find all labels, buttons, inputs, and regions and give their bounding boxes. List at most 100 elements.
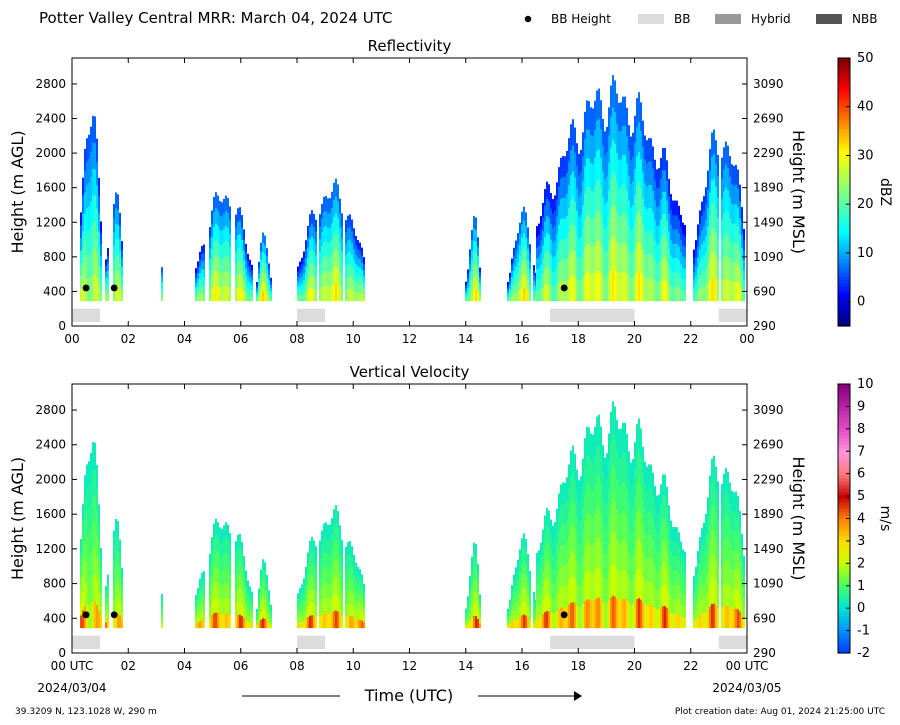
bb-height-point [110,284,118,292]
legend-label: BB Height [551,12,611,26]
bb-period-bar [297,635,326,649]
x-tick-label: 00 [739,332,754,346]
echo-region [297,505,365,629]
x-tick-label: 22 [683,659,698,673]
panel-title: Vertical Velocity [350,363,470,381]
y-tick-label: 2400 [35,112,66,126]
colorbar-frame [837,57,851,327]
bb-height-point [110,611,118,619]
echo-region [105,192,123,302]
x-tick-label: 06 [233,332,248,346]
bb-period-bar [72,308,101,322]
y-tick-label: 1200 [35,542,66,556]
y-tick-right-label: 1890 [753,507,784,521]
echo-region [161,593,163,629]
y-tick-label: 2000 [35,472,66,486]
bb-period-bar [550,308,635,322]
y-axis-right-label: Height (m MSL) [789,456,808,580]
x-tick-label: 20 [627,332,642,346]
y-axis-label: Height (m AGL) [8,457,27,580]
legend-swatch [816,14,842,24]
colorbar-tick-label: 7 [857,444,865,459]
y-tick-right-label: 2690 [753,438,784,452]
echo-region [80,115,102,302]
y-tick-right-label: 2290 [753,472,784,486]
x-tick-label: 06 [233,659,248,673]
colorbar-tick-label: -1 [857,624,870,639]
x-tick-label: 18 [571,659,586,673]
y-tick-label: 1600 [35,507,66,521]
y-tick-label: 0 [58,646,66,660]
x-tick-label: 08 [289,659,304,673]
y-tick-label: 800 [43,577,66,591]
echo-region [161,267,163,302]
colorbar-tick-label: 10 [857,246,874,261]
x-tick-label: 00 UTC [51,659,94,673]
echo-region [536,75,686,302]
echo-region [465,216,481,302]
panel-title: Reflectivity [368,37,452,55]
y-tick-right-label: 2290 [753,146,784,160]
echo-region [507,533,537,629]
echo-region [256,559,272,629]
x-tick-label: 08 [289,332,304,346]
bb-height-point [82,611,90,619]
y-tick-label: 2800 [35,77,66,91]
legend-item-bb-height: BB Height [524,12,611,26]
echo-region [507,206,537,302]
bb-period-bar [550,635,635,649]
colorbar-tick-label: 9 [857,399,865,414]
x-tick-label: 04 [177,659,192,673]
y-tick-right-label: 690 [753,611,776,625]
echo-region [80,442,102,629]
echo-field [80,401,745,629]
y-tick-right-label: 690 [753,284,776,298]
legend-swatch [715,14,741,24]
end-date-label: 2024/03/05 [712,681,781,695]
bb-period-bar [718,635,747,649]
x-tick-label: 02 [121,332,136,346]
time-arrow-head [574,691,582,701]
echo-region [465,542,481,629]
colorbar: -2 -1 0 1 2 3 4 5 6 7 8 9 10 m/s [837,377,893,661]
colorbar-tick-label: 30 [857,148,874,163]
y-tick-right-label: 2690 [753,112,784,126]
legend-label: Hybrid [751,12,791,26]
y-tick-label: 400 [43,611,66,625]
echo-region [195,192,253,302]
y-tick-label: 1600 [35,181,66,195]
echo-region [297,178,365,302]
y-axis-label: Height (m AGL) [8,130,27,253]
x-tick-label: 16 [514,659,529,673]
x-tick-label: 18 [571,332,586,346]
x-axis-label: Time (UTC) [364,686,453,705]
y-tick-right-label: 3090 [753,77,784,91]
x-tick-label: 14 [458,332,473,346]
x-tick-label: 14 [458,659,473,673]
legend-swatch [638,14,664,24]
colorbar-tick-label: 4 [857,512,865,527]
bb-height-point [560,611,568,619]
x-tick-label: 22 [683,332,698,346]
colorbar-tick-label: -2 [857,646,870,661]
colorbar-tick-label: 50 [857,51,874,66]
colorbar-tick-label: 8 [857,422,865,437]
footer-creation-date: Plot creation date: Aug 01, 2024 21:25:0… [675,707,885,717]
colorbar-tick-label: 0 [857,601,865,616]
y-tick-right-label: 1490 [753,542,784,556]
y-tick-right-label: 1090 [753,250,784,264]
y-tick-right-label: 290 [753,319,776,333]
y-tick-right-label: 290 [753,646,776,660]
x-tick-label: 00 UTC [726,659,769,673]
x-tick-label: 16 [514,332,529,346]
x-tick-label: 10 [346,332,361,346]
y-tick-label: 400 [43,284,66,298]
legend-item-nbb: NBB [816,12,877,26]
start-date-label: 2024/03/04 [37,681,106,695]
colorbar: 0 10 20 30 40 50 dBZ [837,51,893,327]
colorbar-tick-label: 20 [857,197,874,212]
colorbar-tick-label: 5 [857,489,865,504]
colorbar-label: dBZ [877,178,893,206]
